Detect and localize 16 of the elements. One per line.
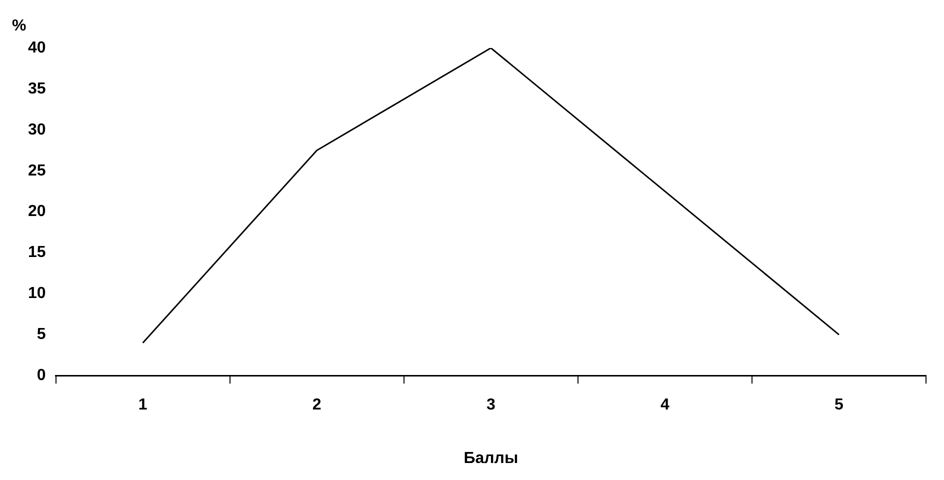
y-tick-label: 25 bbox=[28, 162, 46, 180]
x-tick-label: 3 bbox=[486, 396, 496, 414]
x-tick-label: 5 bbox=[834, 396, 844, 414]
y-tick-label: 35 bbox=[28, 80, 46, 98]
x-tick-label: 4 bbox=[660, 396, 670, 414]
x-tick-label: 1 bbox=[138, 396, 148, 414]
y-tick-label: 5 bbox=[36, 326, 46, 344]
y-tick-label: 30 bbox=[28, 121, 46, 138]
y-tick-label: 40 bbox=[28, 39, 46, 56]
y-tick-label: 15 bbox=[28, 244, 46, 262]
x-axis-title: Баллы bbox=[464, 450, 518, 467]
y-tick-label: 10 bbox=[28, 285, 46, 302]
y-tick-label: 0 bbox=[36, 367, 46, 384]
x-tick-label: 2 bbox=[312, 396, 322, 414]
y-axis-title: % bbox=[12, 17, 26, 34]
y-tick-label: 20 bbox=[28, 203, 46, 220]
